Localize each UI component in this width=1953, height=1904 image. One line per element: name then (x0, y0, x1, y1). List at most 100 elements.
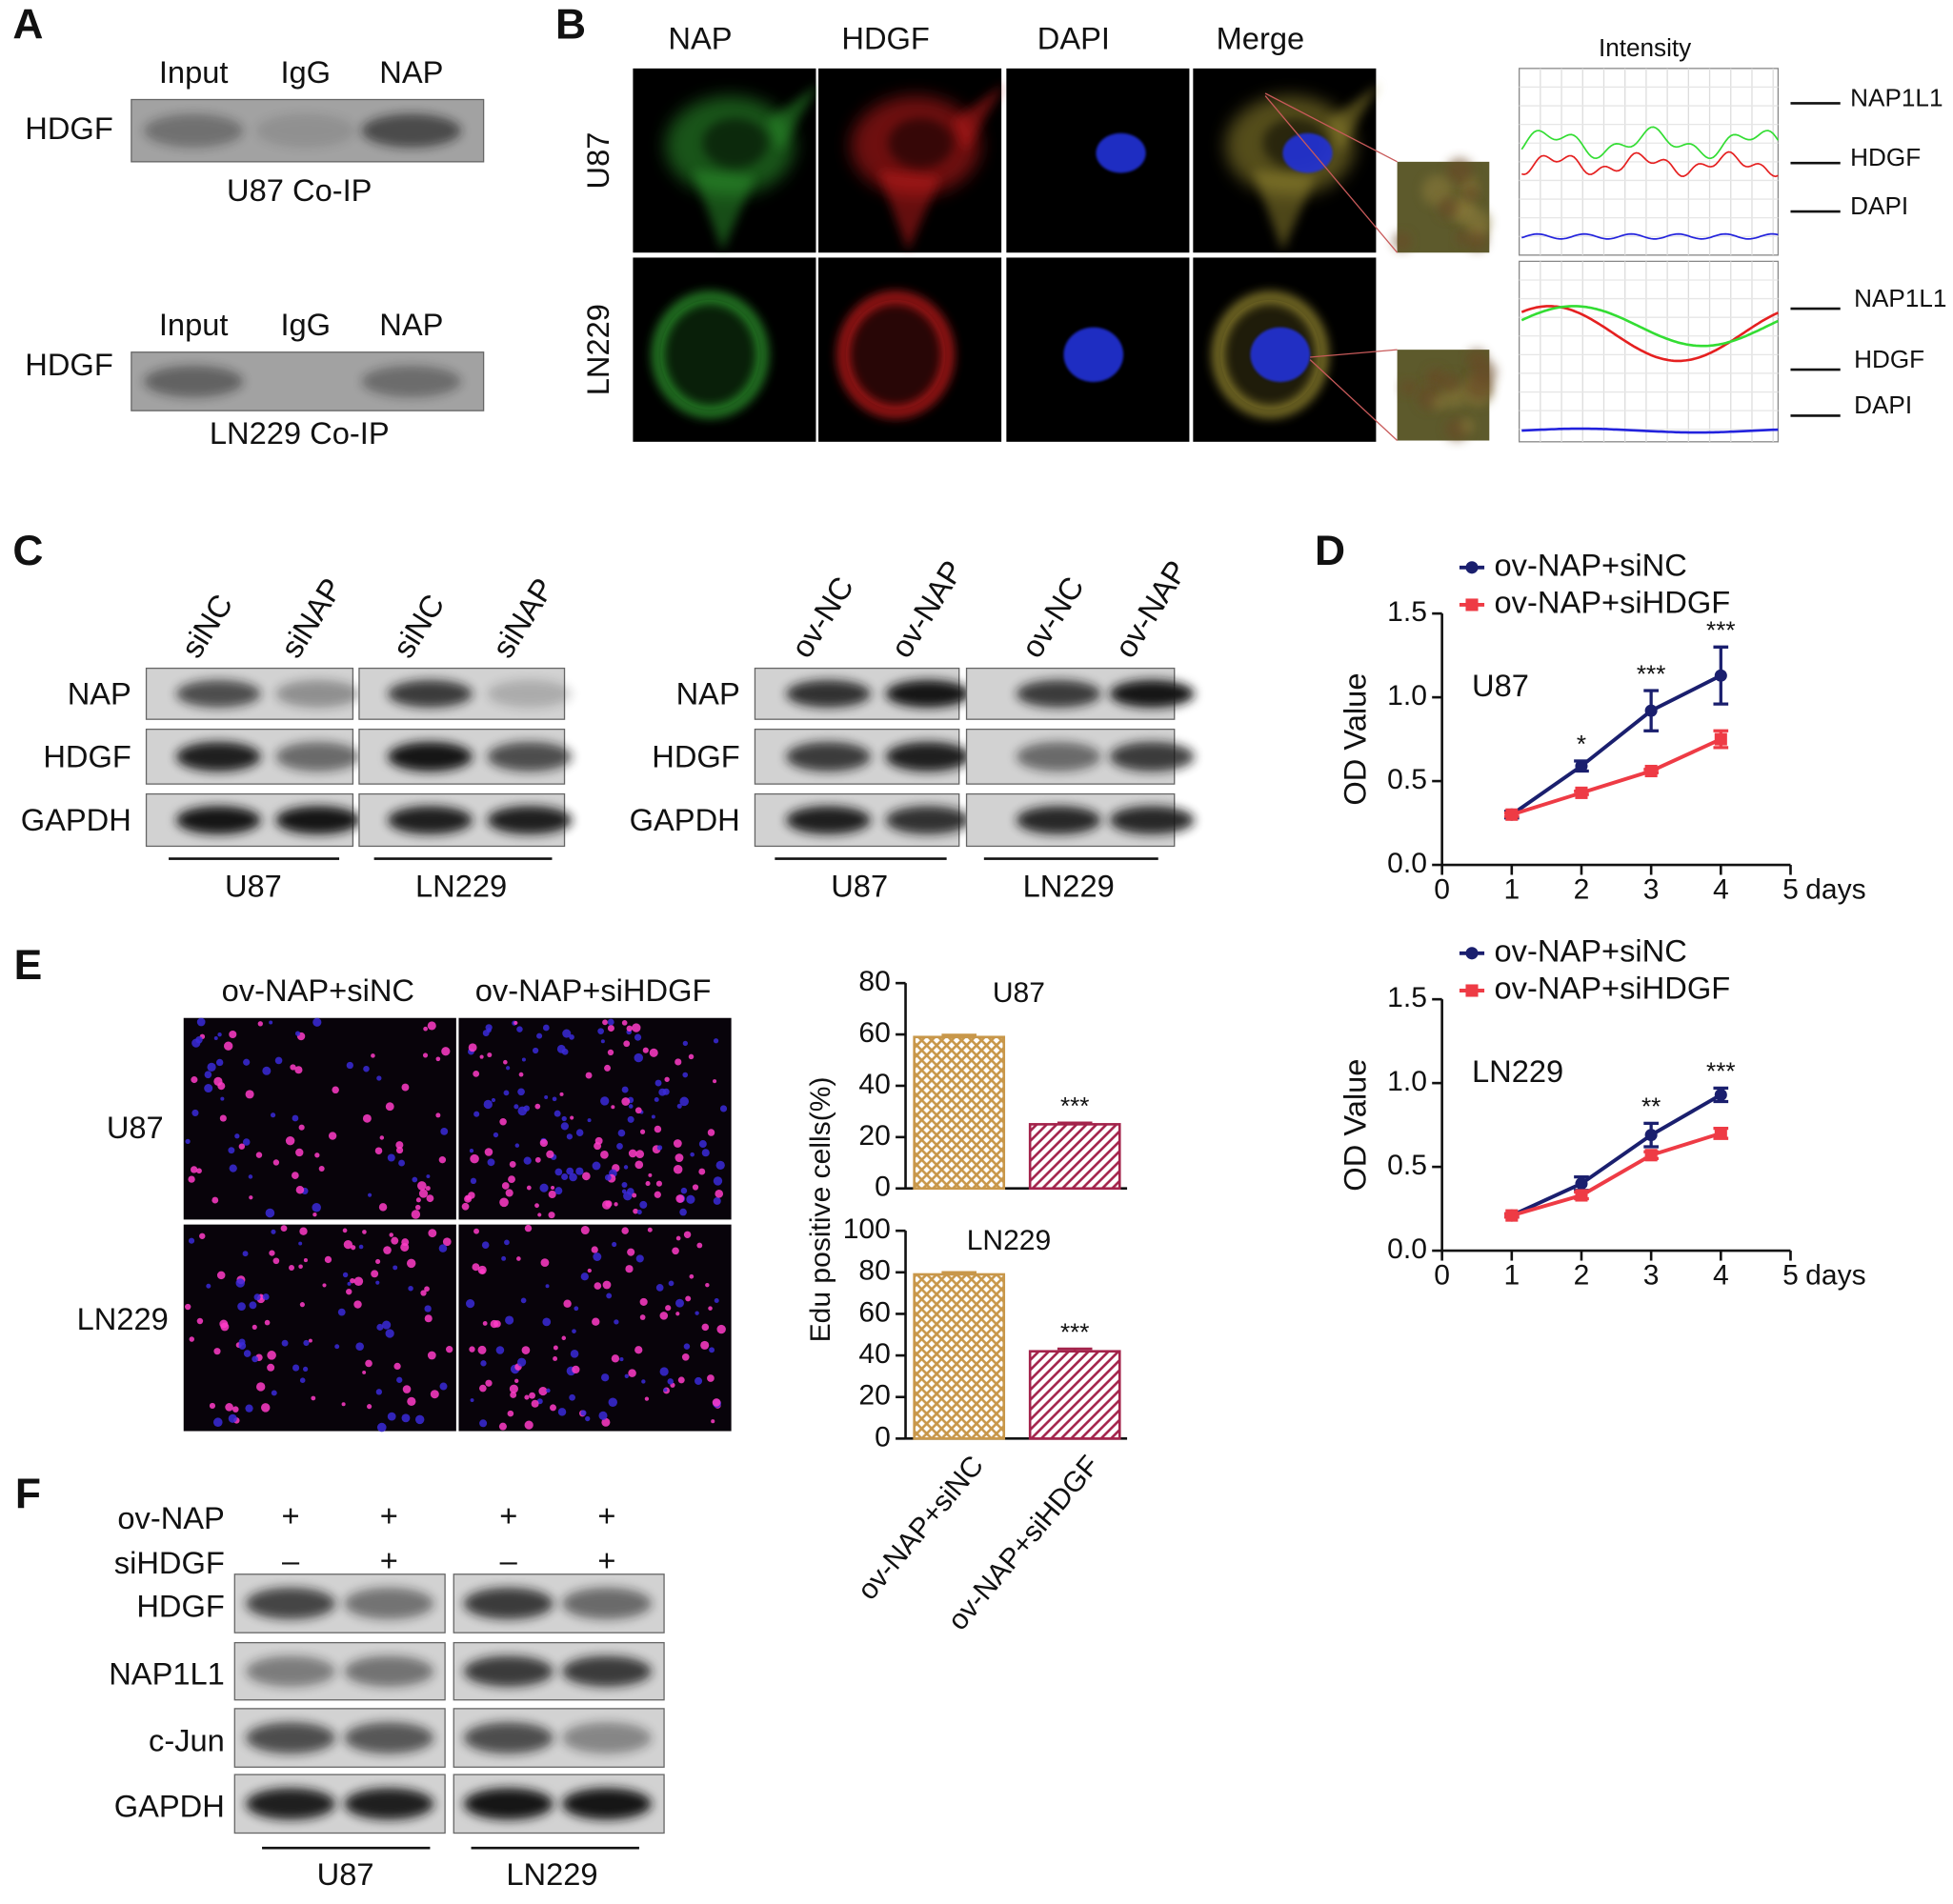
cell-dot (604, 1173, 612, 1181)
y-tick-label: 1.5 (1387, 982, 1427, 1013)
inset-texture (1455, 230, 1469, 245)
cell-dot (265, 1208, 275, 1218)
cell-dot (520, 1297, 527, 1304)
cell-dot (553, 1356, 558, 1361)
cell-dot (220, 1096, 225, 1101)
band (255, 113, 356, 148)
nucleus (1063, 327, 1124, 383)
cell-dot (479, 1269, 486, 1274)
cell-dot (402, 1385, 412, 1393)
cell-dot (196, 1168, 202, 1174)
cell-dot (393, 1362, 401, 1371)
cell-dot (487, 1052, 493, 1058)
cell-dot (517, 1357, 527, 1367)
cell-dot (407, 1396, 416, 1407)
band (361, 113, 462, 148)
cell-dot (473, 1070, 480, 1077)
legend-label: ov-NAP+siNC (1495, 932, 1687, 968)
cell-dot (712, 1398, 721, 1407)
row-label: HDGF (25, 110, 113, 146)
band (1016, 741, 1101, 772)
cell-dot (358, 1244, 364, 1250)
band (1109, 741, 1195, 772)
cell-dot (342, 1228, 348, 1233)
cytoplasm (702, 118, 768, 169)
cell-dot (479, 1384, 487, 1393)
series-line (1510, 673, 1722, 816)
cell-dot (267, 1351, 276, 1360)
cell-dot (261, 1403, 271, 1413)
cell-dot (376, 1323, 384, 1331)
cell-dot (675, 1312, 680, 1316)
lane-label: ov-NAP (1107, 554, 1194, 664)
band (561, 1788, 652, 1820)
cell-dot (713, 1196, 721, 1205)
cell-dot (655, 1180, 662, 1187)
cell-dot (362, 1370, 367, 1374)
condition-mark: – (500, 1543, 518, 1578)
cell-dot (415, 1197, 421, 1203)
cell-dot (469, 1148, 474, 1153)
cell-dot (191, 1109, 199, 1116)
cell-dot (466, 1299, 475, 1309)
cell-dot (334, 1344, 340, 1350)
cell-dot (627, 1115, 634, 1123)
cell-dot (639, 1200, 648, 1209)
x-tick-label: 1 (1503, 873, 1520, 905)
cell-dot (696, 1242, 703, 1249)
cell-dot (549, 1404, 556, 1412)
cell-dot (560, 1122, 569, 1131)
blot-caption: LN229 Co-IP (210, 415, 390, 451)
cell-dot (598, 1411, 608, 1420)
panel-label: E (14, 942, 43, 989)
cell-dot (303, 1366, 309, 1373)
cell-dot (424, 1286, 430, 1293)
cell-dot (509, 1160, 516, 1168)
cell-dot (223, 1041, 233, 1051)
cell-dot (281, 1339, 289, 1347)
inset-texture (1446, 157, 1473, 185)
cell-dot (468, 1043, 477, 1052)
band (463, 1587, 554, 1620)
cell-dot (517, 1088, 525, 1096)
cell-dot (504, 1239, 510, 1246)
cell-dot (396, 1376, 403, 1383)
cell-dot (580, 1273, 589, 1281)
cell-dot (654, 1125, 662, 1133)
cell-dot (602, 1280, 612, 1290)
cell-dot (238, 1143, 246, 1150)
cell-dot (441, 1047, 451, 1056)
profile-label: DAPI (1854, 391, 1912, 419)
panel-label: D (1315, 528, 1345, 574)
cytoplasm (888, 118, 954, 169)
micrograph (633, 68, 820, 253)
cell-dot (346, 1288, 352, 1295)
lane-label: NAP (379, 307, 443, 342)
cell-dot (655, 1284, 664, 1292)
band (463, 1655, 554, 1687)
cell-dot (242, 1138, 251, 1146)
cell-line-label: U87 (831, 868, 888, 903)
cell-dot (185, 1138, 191, 1145)
legend-marker (1465, 598, 1479, 611)
cell-dot (303, 1339, 310, 1347)
cell-dot (700, 1340, 710, 1350)
cell-dot (680, 1187, 688, 1194)
cell-dot (299, 1377, 306, 1383)
data-point (1644, 1149, 1658, 1162)
data-point (1644, 764, 1658, 778)
cell-dot (477, 1345, 487, 1354)
cell-dot (602, 1019, 608, 1026)
cell-dot (400, 1242, 410, 1252)
cell-dot (308, 1338, 312, 1343)
cell-dot (553, 1345, 558, 1351)
band (388, 679, 473, 708)
cell-dot (238, 1342, 247, 1350)
cell-dot (507, 1410, 514, 1417)
cell-dot (426, 1174, 431, 1179)
cell (1253, 83, 1380, 251)
cell-dot (701, 1323, 710, 1332)
x-tick-label: 3 (1643, 1259, 1660, 1291)
row-label: GAPDH (630, 802, 740, 837)
cell-dot (621, 1086, 629, 1093)
